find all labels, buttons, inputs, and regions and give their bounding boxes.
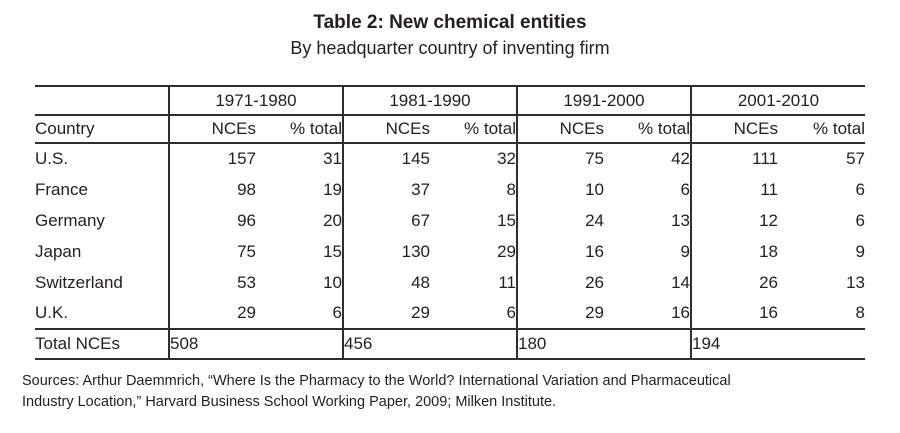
total-value-cell: 194 <box>692 334 721 353</box>
column-header-row: Country NCEs % total NCEs % total NCEs %… <box>35 115 865 143</box>
pct-value-cell: 6 <box>604 174 692 205</box>
pct-value-cell: 8 <box>855 303 865 322</box>
pct-value-cell: 20 <box>256 205 344 236</box>
nce-value-cell: 29 <box>411 303 430 322</box>
pct-value-cell: 16 <box>604 298 692 329</box>
nce-table: 1971-1980 1981-1990 1991-2000 2001-2010 … <box>35 85 865 360</box>
table-row: France 98 19 37 8 10 6 11 6 <box>35 174 865 205</box>
pct-total-subheader: % total <box>256 115 344 143</box>
nces-subheader: NCEs <box>385 119 430 138</box>
period-header: 1971-1980 <box>169 86 344 115</box>
pct-value-cell: 11 <box>430 267 518 298</box>
period-header: 1991-2000 <box>517 86 692 115</box>
pct-value-cell: 6 <box>855 210 865 230</box>
nce-value-cell: 26 <box>759 272 778 292</box>
pct-value-cell: 57 <box>846 149 865 168</box>
title-block: Table 2: New chemical entities By headqu… <box>0 0 900 59</box>
nce-value-cell: 37 <box>411 179 430 199</box>
source-note: Sources: Arthur Daemmrich, “Where Is the… <box>22 371 872 413</box>
nce-value-cell: 111 <box>752 149 778 168</box>
nce-value-cell: 12 <box>759 210 778 230</box>
nce-value-cell: 11 <box>760 179 778 199</box>
pct-value-cell: 6 <box>256 298 344 329</box>
pct-value-cell: 15 <box>430 205 518 236</box>
nce-value-cell: 29 <box>585 303 604 322</box>
pct-value-cell: 6 <box>430 298 518 329</box>
table-row: U.K. 29 6 29 6 29 16 16 8 <box>35 298 865 329</box>
table-body: U.S. 157 31 145 32 75 42 111 57 France 98 19 37 8 10 6 1… <box>35 143 865 329</box>
pct-value-cell: 14 <box>604 267 692 298</box>
period-header: 2001-2010 <box>737 90 820 110</box>
pct-value-cell: 10 <box>256 267 344 298</box>
source-note-line: Industry Location,” Harvard Business Sch… <box>22 394 557 410</box>
nce-value-cell: 145 <box>401 149 430 168</box>
nces-subheader: NCEs <box>559 119 604 138</box>
total-value-cell: 180 <box>517 329 692 359</box>
total-value-cell: 456 <box>343 329 518 359</box>
nce-value-cell: 157 <box>227 149 256 168</box>
corner-cell <box>35 86 170 115</box>
pct-value-cell: 13 <box>846 272 865 292</box>
period-header: 1981-1990 <box>343 86 518 115</box>
total-label-cell: Total NCEs <box>35 329 170 359</box>
pct-total-subheader: % total <box>604 115 692 143</box>
nce-value-cell: 75 <box>585 149 604 168</box>
nce-value-cell: 75 <box>237 241 256 261</box>
table-row: Germany 96 20 67 15 24 13 12 6 <box>35 205 865 236</box>
period-header-row: 1971-1980 1981-1990 1991-2000 2001-2010 <box>35 86 865 115</box>
country-column-header: Country <box>35 115 170 143</box>
country-cell: France <box>35 174 170 205</box>
table-row: Switzerland 53 10 48 11 26 14 26 13 <box>35 267 865 298</box>
nce-value-cell: 29 <box>237 303 256 322</box>
nce-value-cell: 67 <box>411 210 430 230</box>
table-row: U.S. 157 31 145 32 75 42 111 57 <box>35 143 865 174</box>
pct-value-cell: 9 <box>604 236 692 267</box>
table-subtitle: By headquarter country of inventing firm <box>290 38 610 58</box>
pct-total-subheader: % total <box>430 115 518 143</box>
country-cell: Switzerland <box>35 267 170 298</box>
pct-value-cell: 42 <box>604 143 692 174</box>
pct-value-cell: 9 <box>855 241 865 261</box>
nce-value-cell: 96 <box>237 210 256 230</box>
nce-value-cell: 48 <box>411 272 430 292</box>
pct-value-cell: 19 <box>256 174 344 205</box>
nce-value-cell: 18 <box>759 241 778 261</box>
nces-subheader: NCEs <box>733 119 778 138</box>
country-cell: U.S. <box>35 143 170 174</box>
table-title: Table 2: New chemical entities <box>313 12 587 33</box>
nce-value-cell: 53 <box>237 272 256 292</box>
pct-total-subheader: % total <box>813 119 865 138</box>
pct-value-cell: 31 <box>256 143 344 174</box>
nce-value-cell: 10 <box>585 179 604 199</box>
source-note-line: Sources: Arthur Daemmrich, “Where Is the… <box>22 373 731 389</box>
nce-value-cell: 98 <box>237 179 256 199</box>
country-cell: U.K. <box>35 298 170 329</box>
pct-value-cell: 13 <box>604 205 692 236</box>
pct-value-cell: 6 <box>855 179 865 199</box>
nce-value-cell: 24 <box>585 210 604 230</box>
total-row: Total NCEs 508 456 180 194 <box>35 329 865 359</box>
nce-value-cell: 16 <box>759 303 778 322</box>
nce-value-cell: 26 <box>585 272 604 292</box>
pct-value-cell: 32 <box>430 143 518 174</box>
nce-value-cell: 130 <box>401 241 430 261</box>
table-row: Japan 75 15 130 29 16 9 18 9 <box>35 236 865 267</box>
nce-value-cell: 16 <box>585 241 604 261</box>
nces-subheader: NCEs <box>211 119 256 138</box>
pct-value-cell: 8 <box>430 174 518 205</box>
country-cell: Germany <box>35 205 170 236</box>
pct-value-cell: 29 <box>430 236 518 267</box>
pct-value-cell: 15 <box>256 236 344 267</box>
total-value-cell: 508 <box>169 329 344 359</box>
country-cell: Japan <box>35 236 170 267</box>
